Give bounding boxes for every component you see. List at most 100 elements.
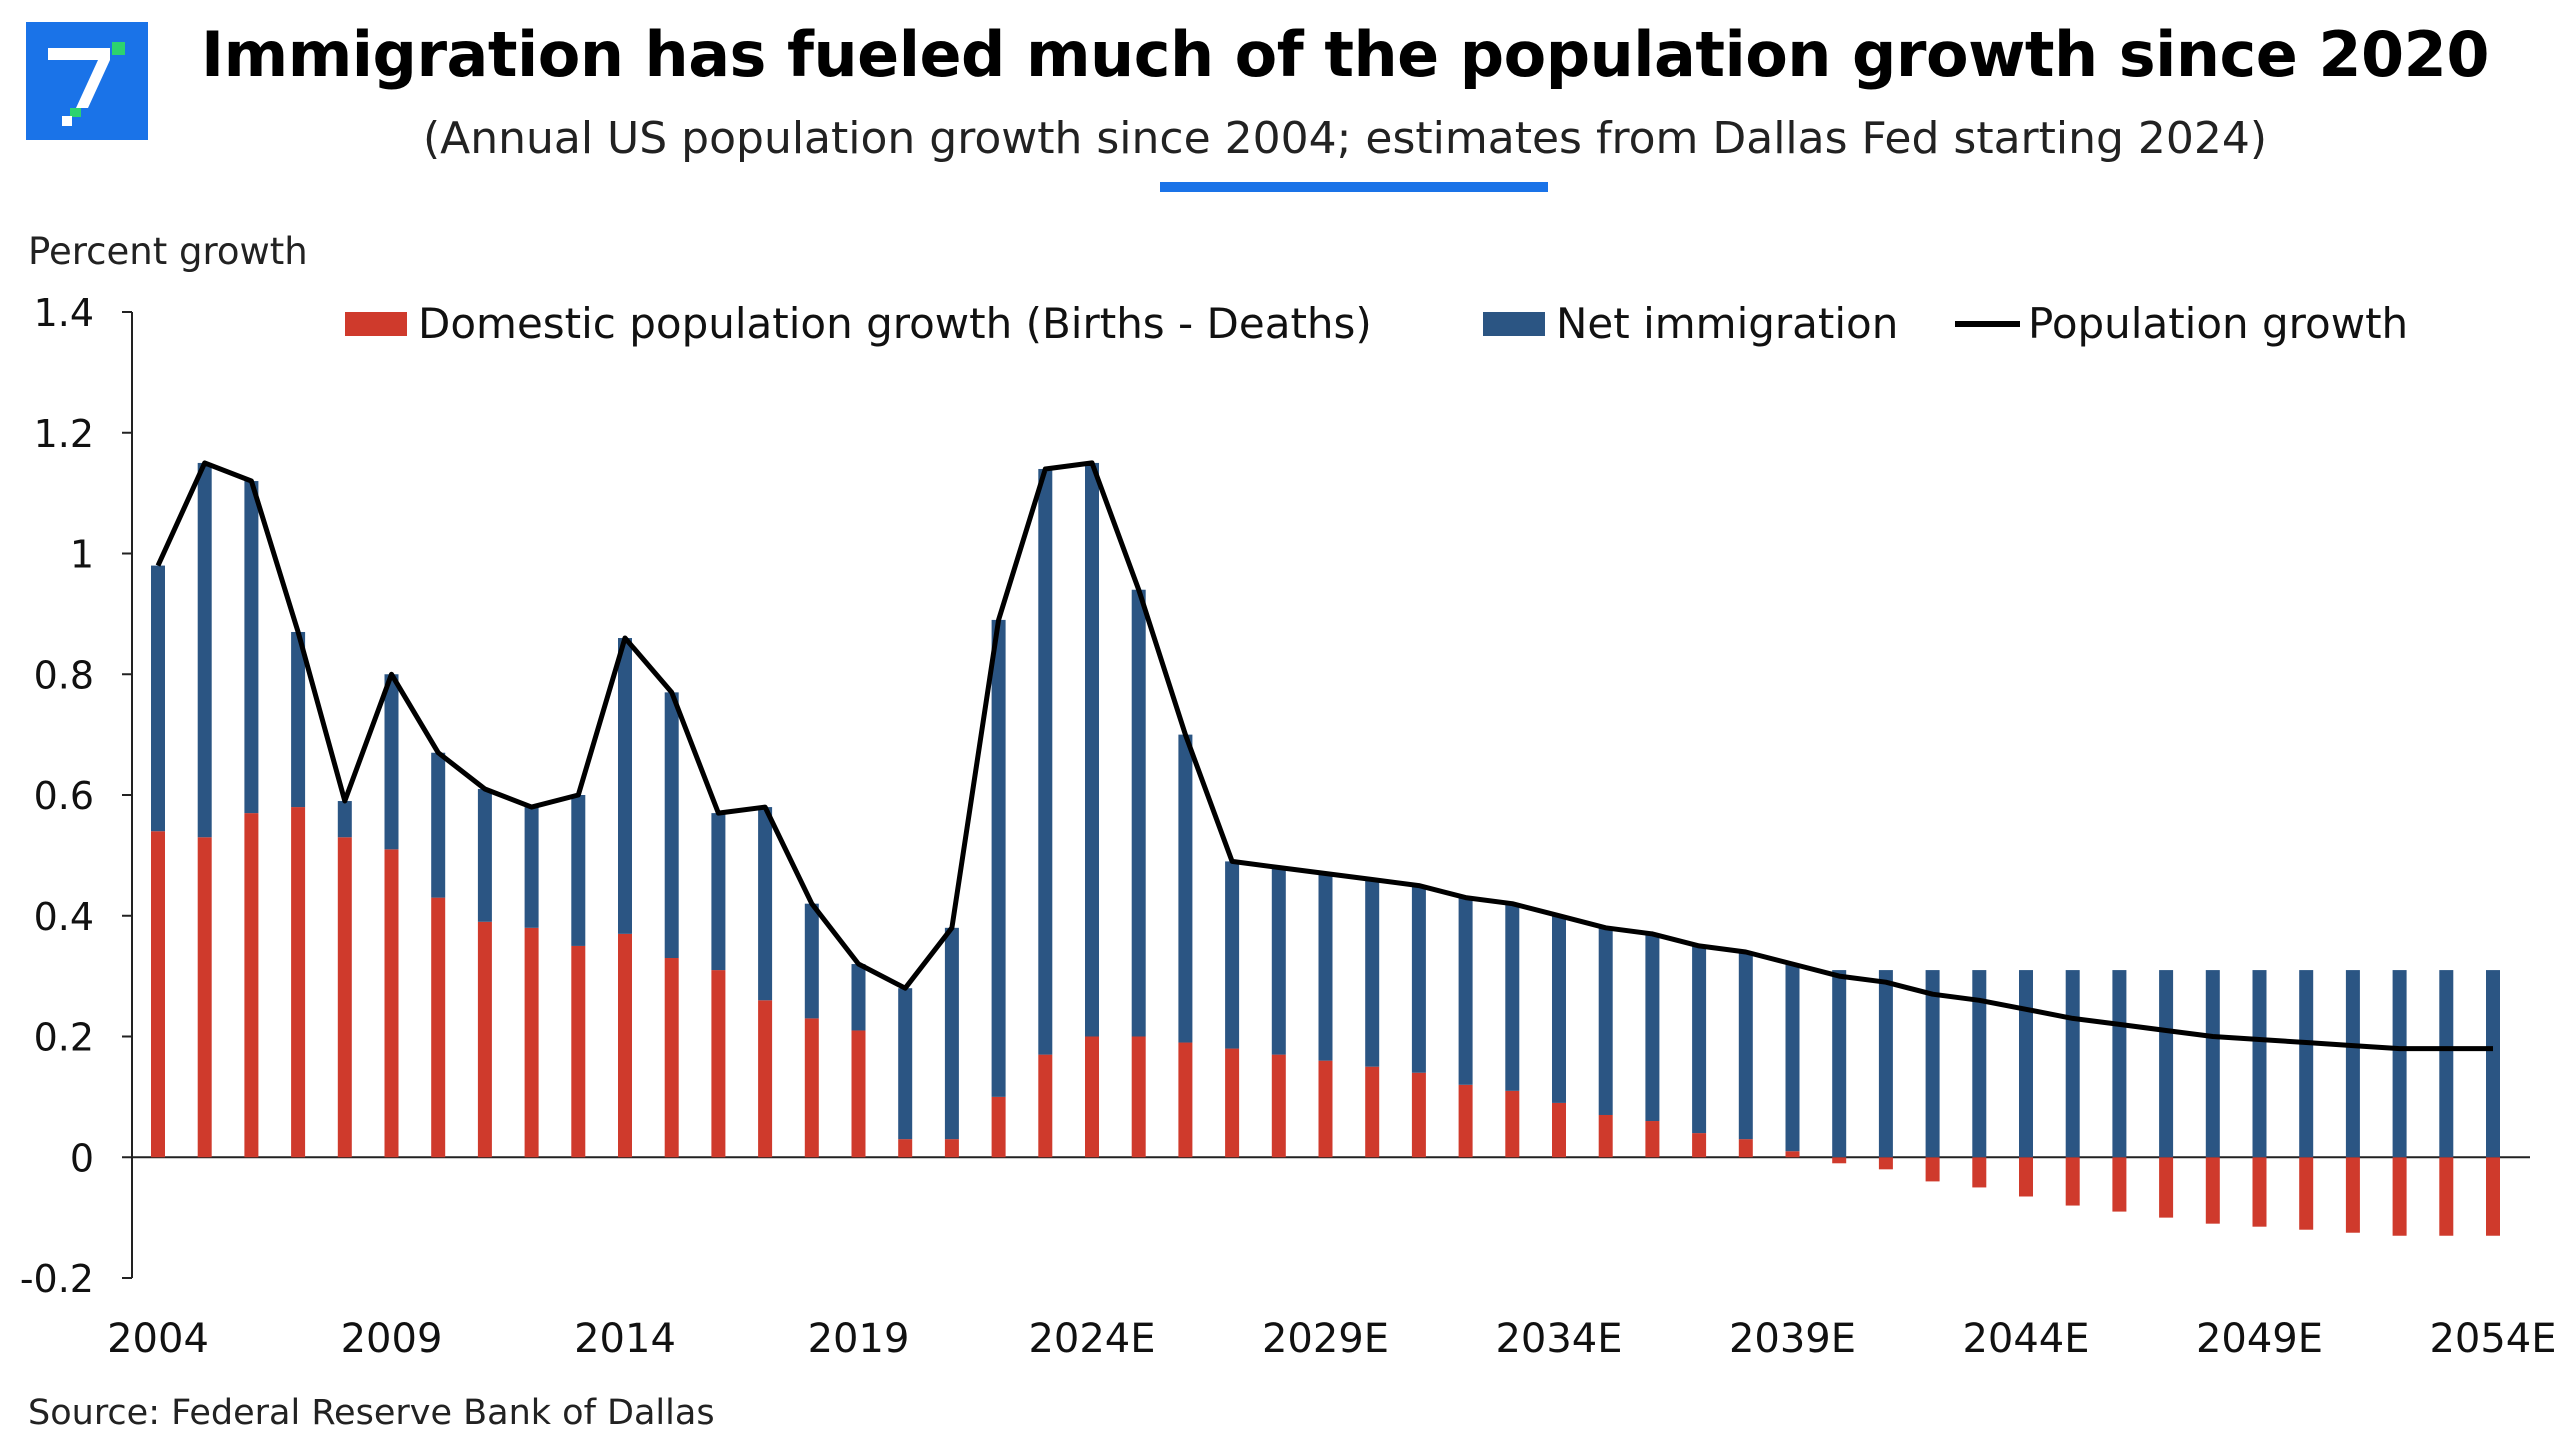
immigration-bar [524, 807, 539, 928]
domestic-bar [1318, 1060, 1333, 1158]
immigration-bar [1738, 951, 1753, 1140]
immigration-bar [618, 638, 632, 934]
domestic-bar [291, 807, 306, 1158]
x-tick-label: 2054E [2429, 1316, 2556, 1362]
legend-label-line: Population growth [2028, 299, 2408, 348]
immigration-bar [2299, 970, 2314, 1158]
immigration-bar [2345, 970, 2360, 1158]
immigration-bar [337, 801, 352, 838]
domestic-bar [1598, 1114, 1613, 1158]
brand-logo [26, 22, 148, 140]
immigration-bar [197, 462, 212, 838]
immigration-bar [2065, 970, 2080, 1158]
immigration-bar [1225, 861, 1240, 1049]
chart-subtitle: (Annual US population growth since 2004;… [422, 113, 2268, 164]
y-tick-label: 1 [70, 533, 94, 577]
immigration-bar [1645, 933, 1660, 1122]
y-axis-label: Percent growth [28, 230, 308, 273]
x-tick-label: 2044E [1962, 1316, 2089, 1362]
x-tick-labels: 2004 2009 2014 2019 2024E 2029E 2034E 2039E 2044… [107, 1316, 2556, 1362]
immigration-bar [1972, 970, 1987, 1158]
immigration-bar [2159, 970, 2174, 1158]
domestic-bar [1645, 1121, 1660, 1158]
domestic-bar [991, 1096, 1006, 1158]
y-tick-label: 0.4 [34, 895, 94, 939]
domestic-bar [2299, 1157, 2314, 1230]
domestic-bar [1505, 1090, 1520, 1158]
y-tick-label: 0 [70, 1136, 94, 1180]
immigration-bar [1925, 970, 1940, 1158]
domestic-bar [1925, 1157, 1940, 1182]
immigration-bar [1785, 964, 1800, 1152]
domestic-bar [1225, 1048, 1240, 1158]
domestic-bar [477, 921, 492, 1158]
immigration-bar [1878, 970, 1893, 1158]
domestic-bar [384, 849, 399, 1158]
domestic-bar [711, 970, 726, 1158]
immigration-bar [851, 964, 866, 1031]
population-growth-polyline [155, 460, 2493, 1052]
x-tick-label: 2019 [808, 1316, 910, 1362]
immigration-bar [244, 481, 259, 814]
immigration-bar [571, 795, 586, 946]
logo-mark-icon [48, 42, 125, 126]
immigration-bar [151, 565, 165, 832]
domestic-bar [1038, 1054, 1053, 1158]
immigration-bar [1832, 970, 1847, 1158]
immigration-bar [1131, 589, 1146, 1037]
immigration-bar [1271, 867, 1286, 1055]
x-tick-label: 2034E [1495, 1316, 1622, 1362]
domestic-bar [618, 933, 632, 1158]
immigration-bar [431, 752, 446, 898]
immigration-bars [151, 462, 2500, 1158]
domestic-bar [804, 1018, 819, 1158]
immigration-bar [664, 692, 679, 959]
domestic-bar [431, 897, 446, 1158]
domestic-bar [1552, 1102, 1566, 1158]
domestic-bars [151, 807, 2500, 1236]
domestic-bar [1458, 1084, 1473, 1158]
y-tick-label: 1.4 [34, 291, 94, 335]
domestic-bar [1785, 1151, 1800, 1158]
y-tick-label: 0.8 [34, 653, 94, 697]
y-tick-label: 0.2 [34, 1016, 94, 1060]
immigration-bar [1411, 885, 1426, 1073]
domestic-bar [1365, 1066, 1380, 1158]
x-tick-label: 2049E [2196, 1316, 2323, 1362]
immigration-bar [384, 674, 399, 850]
domestic-bar [2252, 1157, 2267, 1227]
immigration-bar [1458, 897, 1473, 1085]
immigration-bar [2439, 970, 2454, 1158]
domestic-bar [664, 958, 679, 1158]
accent-underline [1160, 182, 1548, 192]
immigration-bar [1598, 927, 1613, 1115]
immigration-bar [1085, 462, 1099, 1037]
immigration-bar [291, 631, 306, 808]
population-growth-line [155, 460, 2493, 1052]
domestic-bar [1972, 1157, 1987, 1188]
domestic-bar [2205, 1157, 2220, 1224]
domestic-bar [2345, 1157, 2360, 1233]
immigration-bar [804, 903, 819, 1019]
y-tick-label: 0.6 [34, 774, 94, 818]
domestic-bar [197, 837, 212, 1158]
domestic-bar [1832, 1157, 1847, 1164]
domestic-bar [1131, 1036, 1146, 1158]
x-tick-label: 2009 [341, 1316, 443, 1362]
y-tick-label: -0.2 [20, 1257, 94, 1301]
immigration-bar [477, 788, 492, 922]
immigration-bar [758, 807, 773, 1001]
x-tick-label: 2024E [1028, 1316, 1155, 1362]
legend-swatch-immigration [1483, 312, 1545, 336]
x-tick-label: 2029E [1262, 1316, 1389, 1362]
immigration-bar [1038, 468, 1053, 1055]
domestic-bar [337, 837, 352, 1158]
immigration-bar [1178, 734, 1193, 1043]
domestic-bar [1738, 1139, 1753, 1158]
immigration-bar [991, 619, 1006, 1097]
domestic-bar [851, 1030, 866, 1158]
domestic-bar [1178, 1042, 1193, 1158]
legend-label-domestic: Domestic population growth (Births - Dea… [418, 299, 1372, 348]
domestic-bar [944, 1139, 959, 1158]
